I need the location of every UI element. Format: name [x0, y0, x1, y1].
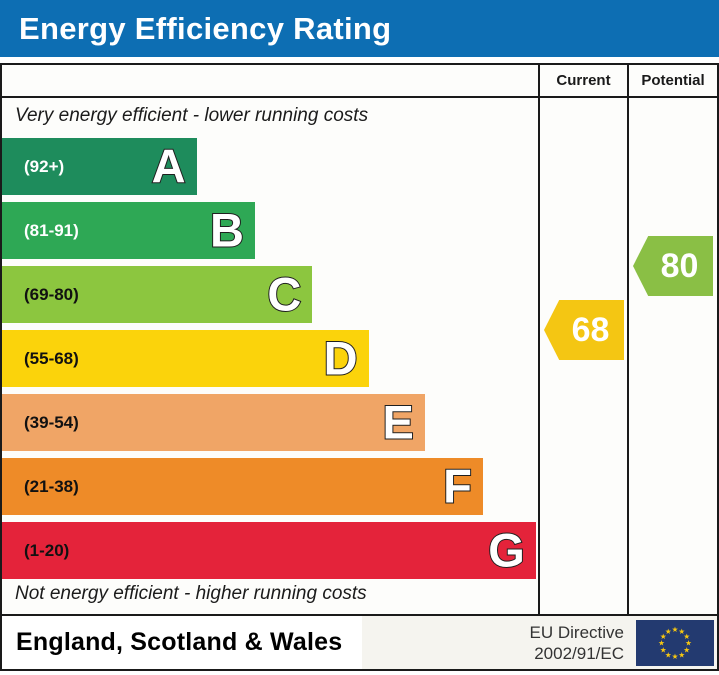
- top-note: Very energy efficient - lower running co…: [15, 105, 369, 126]
- band-range-label: (55-68): [24, 348, 79, 368]
- rating-band: (81-91) B: [2, 202, 255, 259]
- band-range-label: (1-20): [24, 540, 70, 560]
- svg-text:★: ★: [678, 626, 685, 635]
- band-range-label: (69-80): [24, 284, 79, 304]
- svg-text:★: ★: [672, 625, 679, 634]
- svg-text:★: ★: [683, 631, 690, 640]
- band-letter: G: [487, 523, 526, 577]
- svg-text:★: ★: [660, 645, 667, 654]
- potential-rating-value: 80: [660, 246, 699, 285]
- rating-band: (21-38) F: [2, 458, 483, 515]
- svg-text:★: ★: [660, 631, 667, 640]
- band-letter: D: [323, 331, 359, 385]
- current-column-header: Current: [538, 65, 627, 98]
- band-range-label: (92+): [24, 156, 65, 176]
- region-label: England, Scotland & Wales: [16, 628, 343, 656]
- directive-panel: EU Directive 2002/91/EC ★ ★ ★ ★ ★ ★ ★ ★ ★ ★ ★ ★: [362, 616, 717, 669]
- svg-text:★: ★: [665, 626, 672, 635]
- page-title: Energy Efficiency Rating: [19, 10, 392, 46]
- svg-text:★: ★: [665, 650, 672, 659]
- svg-text:★: ★: [658, 638, 665, 647]
- rating-band: (1-20) G: [2, 522, 536, 579]
- eu-directive-line2: 2002/91/EC: [534, 643, 624, 663]
- rating-band: (55-68) D: [2, 330, 369, 387]
- eu-directive-label: EU Directive 2002/91/EC: [530, 622, 624, 664]
- band-range-label: (21-38): [24, 476, 79, 496]
- current-rating-arrow: 68: [544, 300, 624, 360]
- band-letter: E: [382, 395, 415, 449]
- potential-column-header: Potential: [627, 65, 717, 98]
- band-letter: B: [209, 203, 245, 257]
- rating-table: Current Potential Very energy efficient …: [0, 63, 719, 616]
- svg-text:★: ★: [683, 645, 690, 654]
- bottom-note: Not energy efficient - higher running co…: [15, 583, 367, 604]
- eu-directive-line1: EU Directive: [529, 622, 624, 642]
- rating-band: (39-54) E: [2, 394, 425, 451]
- potential-column: 80: [627, 98, 717, 614]
- band-letter: A: [151, 139, 187, 193]
- band-list: Very energy efficient - lower running co…: [2, 98, 538, 614]
- rating-band: (92+) A: [2, 138, 197, 195]
- footer: England, Scotland & Wales EU Directive 2…: [0, 616, 719, 671]
- band-letter: C: [266, 267, 302, 321]
- table-body-row: Very energy efficient - lower running co…: [2, 98, 717, 614]
- title-bar: Energy Efficiency Rating: [0, 0, 719, 57]
- scale-column-header: [2, 65, 538, 98]
- rating-band: (69-80) C: [2, 266, 313, 323]
- current-column: 68: [538, 98, 627, 614]
- svg-text:★: ★: [678, 650, 685, 659]
- svg-text:★: ★: [672, 652, 679, 661]
- band-range-label: (39-54): [24, 412, 79, 432]
- band-range-label: (81-91): [24, 220, 79, 240]
- band-letter: F: [442, 459, 473, 513]
- table-header-row: Current Potential: [2, 65, 717, 98]
- svg-text:★: ★: [685, 638, 692, 647]
- eu-flag-icon: ★ ★★★★★★★★★★★: [636, 619, 714, 666]
- current-rating-value: 68: [571, 310, 610, 349]
- potential-rating-arrow: 80: [633, 236, 713, 296]
